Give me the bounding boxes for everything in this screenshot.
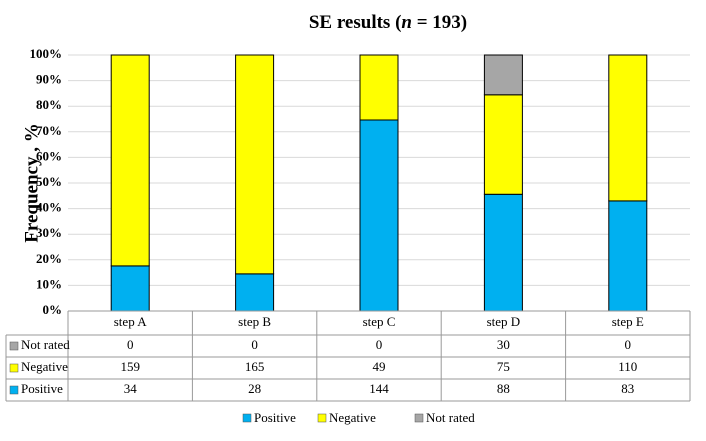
x-tick-label: step B (238, 314, 271, 329)
table-cell: 75 (497, 359, 510, 374)
bar-segment (235, 273, 275, 312)
y-tick-label: 30% (36, 225, 62, 240)
bar-segment (110, 54, 150, 267)
table-cell: 165 (245, 359, 265, 374)
table-cell: 88 (497, 381, 510, 396)
legend-key (414, 413, 424, 423)
table-cell: 0 (127, 337, 134, 352)
y-tick-label: 60% (36, 148, 62, 163)
y-tick-label: 20% (36, 251, 62, 266)
legend-key (242, 413, 252, 423)
table-legend-key (9, 363, 19, 373)
y-tick-label: 80% (36, 97, 62, 112)
table-cell: 144 (369, 381, 389, 396)
table-cell: 0 (376, 337, 383, 352)
y-tick-label: 50% (36, 174, 62, 189)
legend-key (317, 413, 327, 423)
table-row-label: Positive (21, 381, 63, 396)
table-cell: 30 (497, 337, 510, 352)
table-cell: 83 (621, 381, 634, 396)
x-tick-label: step D (487, 314, 521, 329)
x-tick-label: step C (363, 314, 396, 329)
bar-segment (608, 200, 648, 312)
bar-segment (359, 119, 399, 312)
x-tick-label: step A (114, 314, 147, 329)
table-cell: 110 (618, 359, 637, 374)
y-axis-label: Frequency , % (21, 123, 42, 242)
title-part: SE results ( (309, 12, 402, 33)
legend-label: Negative (329, 410, 376, 425)
table-row-label: Negative (21, 359, 68, 374)
bar-segment (359, 54, 399, 121)
legend-label: Positive (254, 410, 296, 425)
y-tick-label: 10% (36, 276, 62, 291)
table-cell: 0 (251, 337, 258, 352)
table-cell: 28 (248, 381, 261, 396)
table-cell: 159 (120, 359, 140, 374)
y-tick-label: 40% (36, 200, 62, 215)
table-legend-key (9, 385, 19, 395)
y-tick-label: 90% (36, 72, 62, 87)
table-row-label: Not rated (21, 337, 70, 352)
table-cell: 34 (124, 381, 138, 396)
chart-title: SE results (n = 193) (309, 12, 467, 33)
y-tick-label: 0% (43, 302, 63, 317)
table-cell: 0 (625, 337, 632, 352)
title-part: n (401, 12, 412, 33)
x-tick-label: step E (612, 314, 644, 329)
table-cell: 49 (373, 359, 386, 374)
y-tick-label: 70% (36, 123, 62, 138)
bar-segment (483, 54, 523, 96)
legend-label: Not rated (426, 410, 475, 425)
bar-segment (608, 54, 648, 202)
bar-segment (483, 193, 523, 312)
table-legend-key (9, 341, 19, 351)
bar-segment (235, 54, 275, 275)
bar-segment (483, 94, 523, 195)
bar-segment (110, 265, 150, 312)
title-part: = 193) (412, 12, 467, 33)
y-tick-label: 100% (30, 46, 63, 61)
